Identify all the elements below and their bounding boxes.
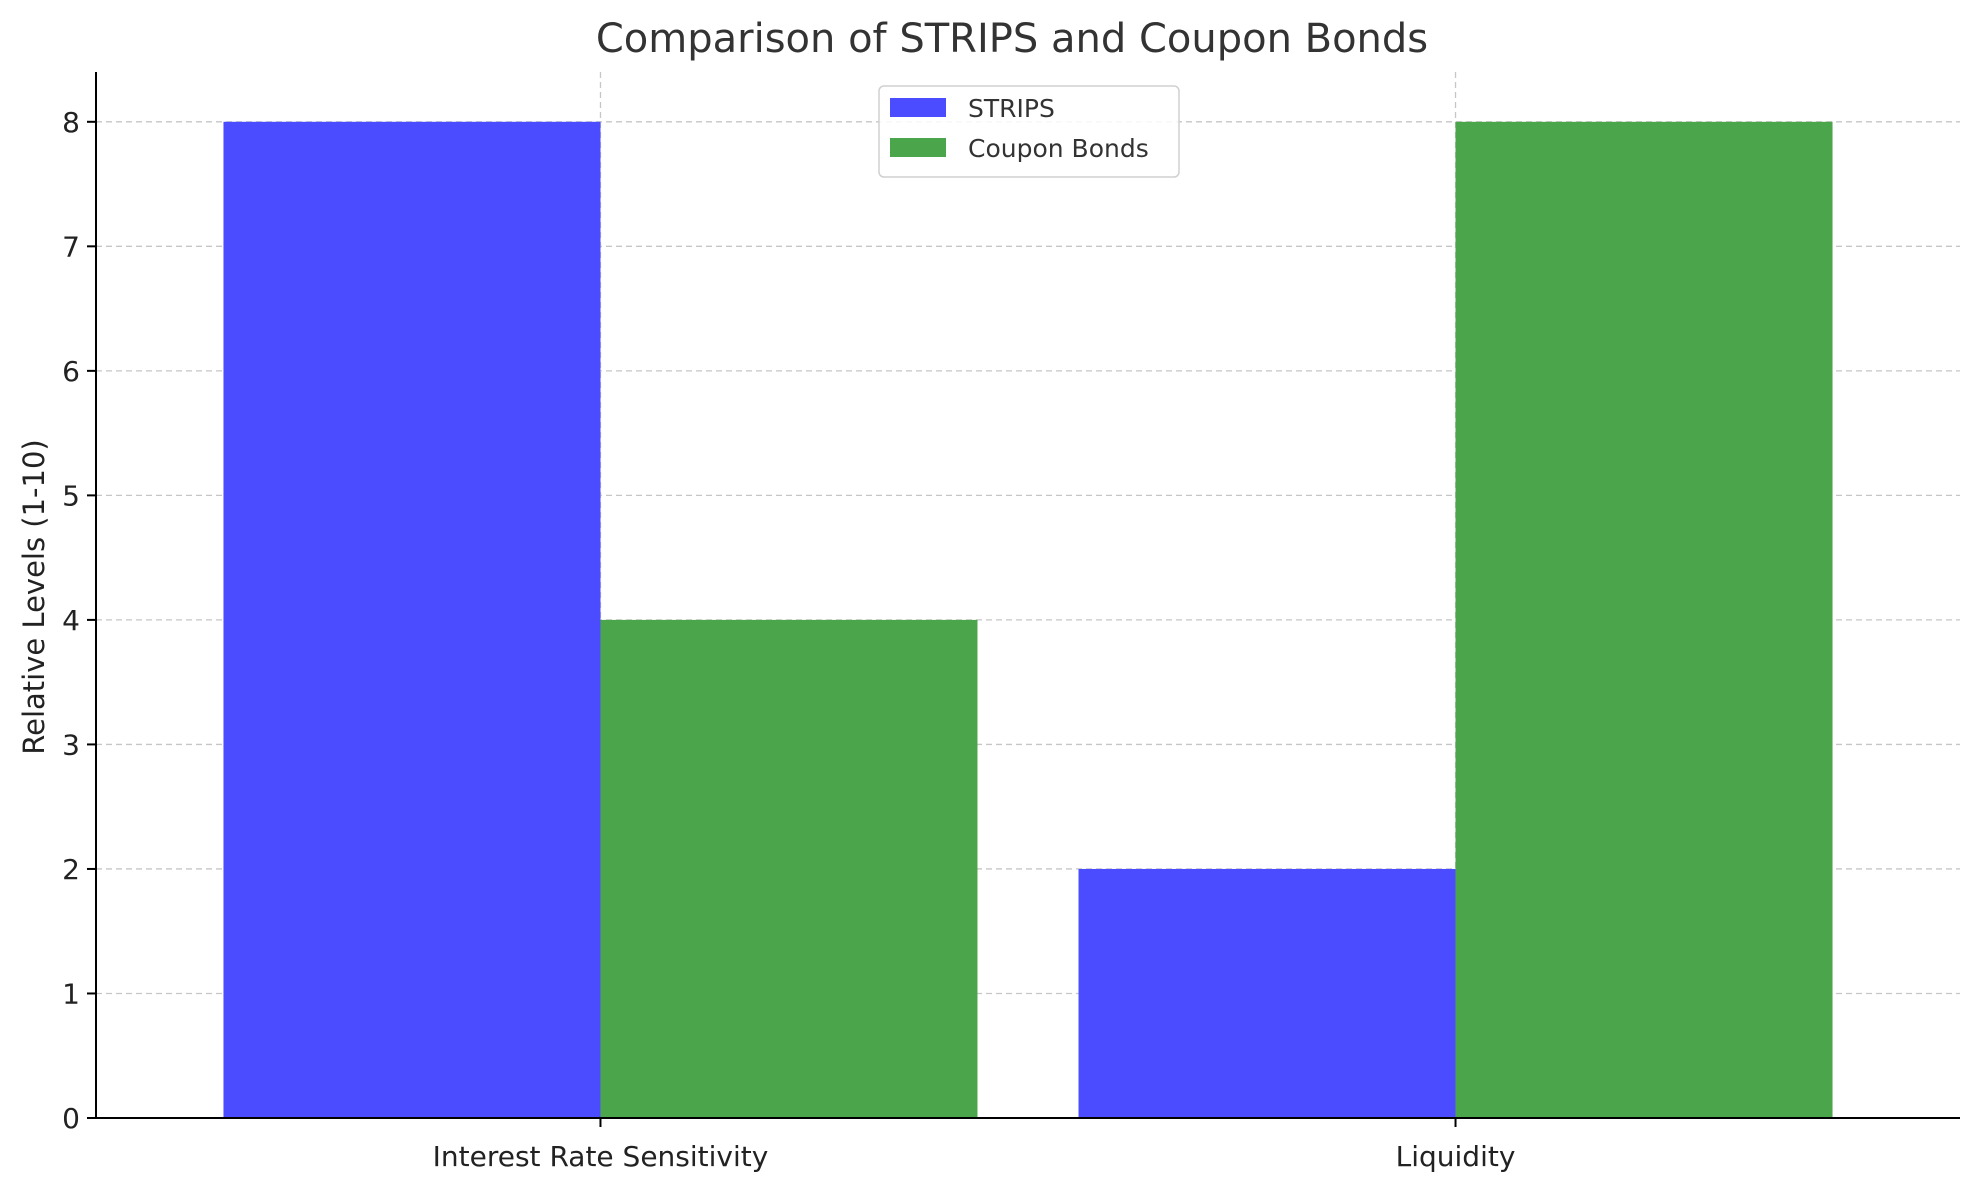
legend: STRIPS Coupon Bonds xyxy=(878,85,1180,178)
bar-strips-1 xyxy=(1078,868,1456,1118)
bar-strips-0 xyxy=(223,121,601,1119)
bar-coupon-bonds-0 xyxy=(600,619,978,1118)
y-tick-label-5: 5 xyxy=(62,479,80,512)
axes xyxy=(87,72,1960,1127)
y-tick-label-7: 7 xyxy=(62,230,80,263)
y-tick-label-3: 3 xyxy=(62,728,80,761)
y-tick-label-2: 2 xyxy=(62,853,80,886)
y-tick-label-0: 0 xyxy=(62,1102,80,1135)
legend-swatch-strips xyxy=(890,98,946,117)
legend-box xyxy=(878,85,1180,178)
bar-coupon-bonds-1 xyxy=(1455,121,1833,1119)
legend-swatch-coupon-bonds xyxy=(890,138,946,157)
x-tick-label-1: Liquidity xyxy=(1396,1140,1516,1173)
legend-label-strips: STRIPS xyxy=(968,94,1055,123)
y-tick-label-1: 1 xyxy=(62,977,80,1010)
x-tick-label-0: Interest Rate Sensitivity xyxy=(433,1140,769,1173)
y-axis-label: Relative Levels (1-10) xyxy=(17,439,51,755)
y-tick-label-8: 8 xyxy=(62,106,80,139)
bars xyxy=(223,121,1833,1119)
chart-title: Comparison of STRIPS and Coupon Bonds xyxy=(596,16,1428,62)
y-tick-label-6: 6 xyxy=(62,355,80,388)
legend-label-coupon-bonds: Coupon Bonds xyxy=(968,134,1149,163)
tick-labels: 0 1 2 3 4 5 6 7 8 Interest Rate Sensitivity Liquid… xyxy=(62,106,1515,1173)
y-tick-label-4: 4 xyxy=(62,604,80,637)
